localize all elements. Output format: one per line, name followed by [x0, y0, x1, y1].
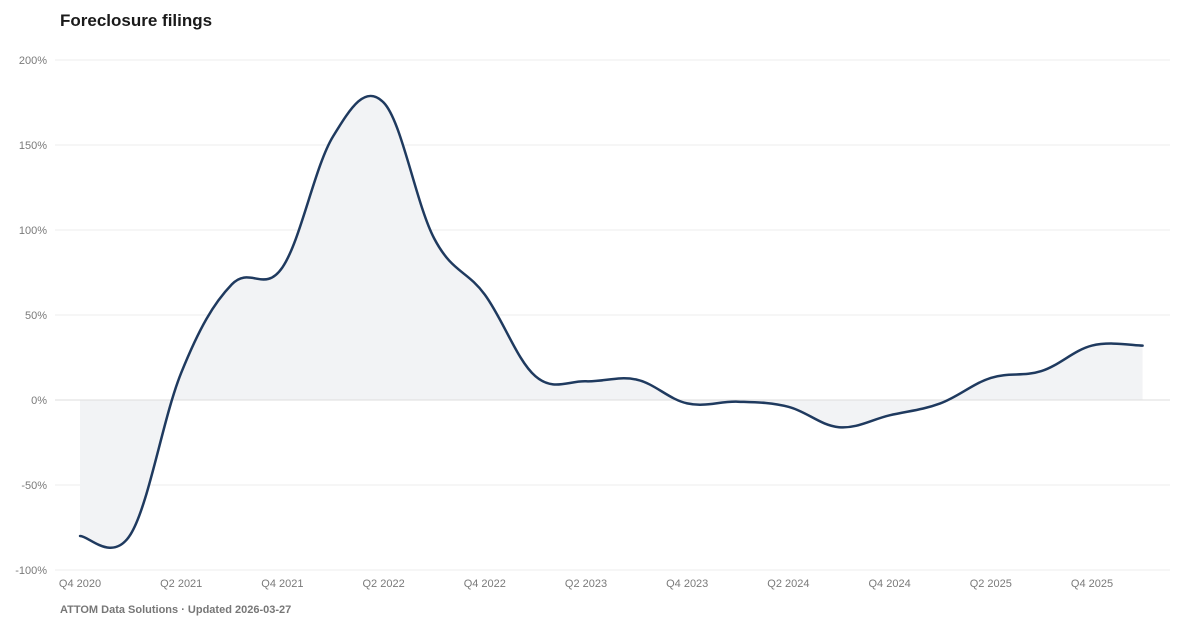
chart-title: Foreclosure filings: [60, 11, 213, 30]
series-area: [80, 95, 1143, 548]
x-tick-label: Q4 2025: [1071, 578, 1113, 590]
source-footer: ATTOM Data Solutions · Updated 2026-03-2…: [60, 604, 292, 616]
x-tick-label: Q4 2022: [464, 578, 506, 590]
x-tick-label: Q4 2020: [59, 578, 101, 590]
x-tick-label: Q4 2023: [666, 578, 708, 590]
x-tick-label: Q2 2022: [362, 578, 404, 590]
series-line: [78, 94, 1144, 549]
y-tick-label: 100%: [19, 225, 47, 237]
y-tick-label: 50%: [25, 310, 47, 322]
y-tick-label: -100%: [15, 565, 47, 577]
x-tick-label: Q4 2024: [868, 578, 910, 590]
x-tick-label: Q2 2023: [565, 578, 607, 590]
y-tick-label: 200%: [19, 55, 47, 67]
x-tick-label: Q2 2024: [767, 578, 809, 590]
x-tick-label: Q4 2021: [261, 578, 303, 590]
y-tick-label: 150%: [19, 140, 47, 152]
x-tick-label: Q2 2021: [160, 578, 202, 590]
x-tick-label: Q2 2025: [970, 578, 1012, 590]
y-tick-label: 0%: [31, 395, 47, 407]
y-tick-label: -50%: [21, 480, 47, 492]
